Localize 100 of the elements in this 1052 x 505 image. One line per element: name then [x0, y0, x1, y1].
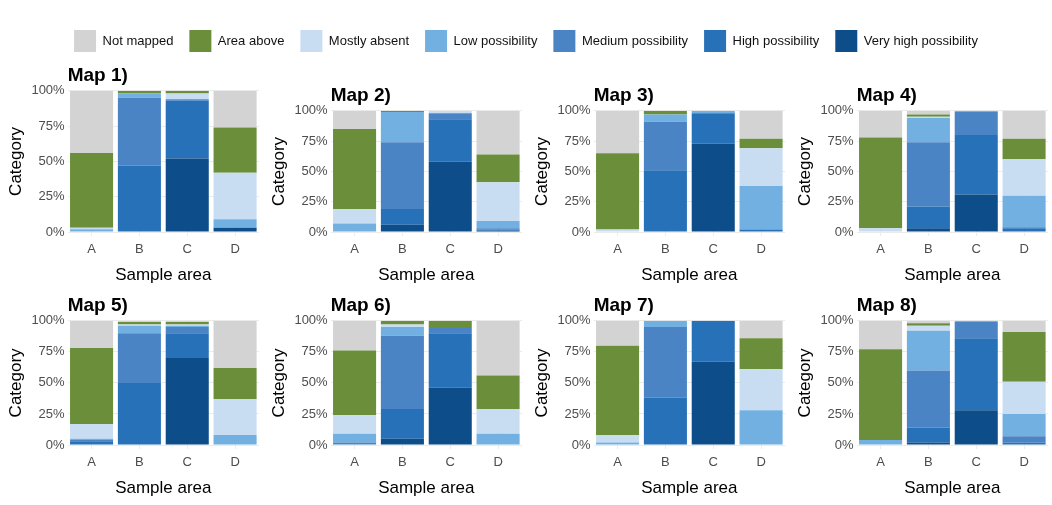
y-axis-title: Category: [5, 126, 25, 196]
y-tick-label: 100%: [557, 312, 592, 328]
chart-title: Map 6): [330, 293, 391, 315]
y-tick-label: 50%: [301, 374, 329, 390]
legend-label: Medium possibility: [581, 32, 689, 48]
x-tick-label: D: [1019, 454, 1029, 470]
x-tick-label: C: [182, 454, 192, 470]
legend-label: Low possibility: [453, 32, 538, 48]
chart-title: Map 7): [593, 293, 654, 315]
x-tick-label: D: [493, 241, 503, 257]
chart-title: Map 1): [67, 63, 128, 85]
y-tick-label: 25%: [38, 405, 66, 421]
y-tick-label: 0%: [308, 223, 329, 239]
legend-label: Mostly absent: [328, 32, 410, 48]
x-tick-label: B: [661, 454, 670, 470]
x-tick-label: D: [756, 454, 766, 470]
y-tick-label: 25%: [301, 193, 329, 209]
y-axis-title: Category: [531, 136, 551, 206]
y-tick-label: 25%: [38, 188, 66, 204]
x-axis-title: Sample area: [904, 265, 1002, 285]
x-tick-label: B: [398, 454, 407, 470]
y-tick-label: 0%: [571, 223, 592, 239]
y-tick-label: 50%: [827, 374, 855, 390]
x-tick-label: C: [708, 454, 718, 470]
legend-label: High possibility: [732, 32, 820, 48]
x-tick-label: A: [876, 241, 886, 257]
x-tick-label: B: [135, 454, 144, 470]
x-axis-title: Sample area: [641, 478, 739, 498]
y-axis-title: Category: [794, 136, 814, 206]
x-tick-label: A: [613, 241, 623, 257]
x-axis-title: Sample area: [378, 478, 476, 498]
y-tick-label: 50%: [38, 152, 66, 168]
y-tick-label: 100%: [294, 102, 329, 118]
x-tick-label: D: [230, 454, 240, 470]
chart-title: Map 3): [593, 83, 654, 105]
y-tick-label: 75%: [564, 132, 592, 148]
x-tick-label: A: [350, 454, 360, 470]
y-tick-label: 100%: [31, 82, 66, 98]
x-tick-label: A: [87, 241, 97, 257]
y-tick-label: 100%: [31, 312, 66, 328]
x-tick-label: C: [182, 241, 192, 257]
y-tick-label: 100%: [820, 102, 855, 118]
y-tick-label: 0%: [834, 223, 855, 239]
x-tick-label: B: [398, 241, 407, 257]
y-tick-label: 100%: [820, 312, 855, 328]
x-tick-label: A: [87, 454, 97, 470]
legend-label: Not mapped: [102, 32, 174, 48]
x-tick-label: A: [350, 241, 360, 257]
x-tick-label: B: [135, 241, 144, 257]
y-axis-title: Category: [5, 347, 25, 418]
x-tick-label: C: [708, 241, 718, 257]
y-tick-label: 0%: [45, 436, 66, 452]
y-axis-title: Category: [531, 347, 551, 418]
chart-title: Map 5): [67, 293, 128, 315]
y-tick-label: 50%: [301, 162, 329, 178]
y-tick-label: 75%: [301, 343, 329, 359]
y-axis-title: Category: [268, 347, 288, 418]
y-tick-label: 25%: [827, 405, 855, 421]
x-tick-label: C: [445, 241, 455, 257]
x-tick-label: C: [971, 241, 981, 257]
x-axis-title: Sample area: [904, 478, 1002, 498]
x-axis-title: Sample area: [641, 265, 739, 285]
y-tick-label: 50%: [564, 162, 592, 178]
x-tick-label: D: [493, 454, 503, 470]
chart-title: Map 8): [856, 293, 917, 315]
x-tick-label: D: [230, 241, 240, 257]
chart-title: Map 2): [330, 83, 391, 105]
y-tick-label: 25%: [564, 405, 592, 421]
y-tick-label: 25%: [564, 193, 592, 209]
y-tick-label: 0%: [834, 436, 855, 452]
x-tick-label: C: [971, 454, 981, 470]
y-tick-label: 75%: [38, 343, 66, 359]
x-tick-label: A: [876, 454, 886, 470]
y-tick-label: 0%: [45, 223, 66, 239]
x-tick-label: C: [445, 454, 455, 470]
legend-label: Area above: [217, 32, 285, 48]
y-tick-label: 100%: [557, 102, 592, 118]
y-tick-label: 75%: [301, 132, 329, 148]
y-tick-label: 50%: [38, 374, 66, 390]
x-tick-label: A: [613, 454, 623, 470]
y-tick-label: 100%: [294, 312, 329, 328]
y-tick-label: 75%: [827, 343, 855, 359]
y-tick-label: 25%: [301, 405, 329, 421]
x-axis-title: Sample area: [115, 265, 213, 285]
y-tick-label: 0%: [571, 436, 592, 452]
y-tick-label: 50%: [564, 374, 592, 390]
y-tick-label: 75%: [564, 343, 592, 359]
y-tick-label: 75%: [38, 117, 66, 133]
y-tick-label: 50%: [827, 162, 855, 178]
x-axis-title: Sample area: [115, 478, 213, 498]
y-tick-label: 0%: [308, 436, 329, 452]
y-axis-title: Category: [268, 136, 288, 206]
x-axis-title: Sample area: [378, 265, 476, 285]
x-tick-label: B: [924, 241, 933, 257]
y-axis-title: Category: [794, 347, 814, 418]
legend-label: Very high possibility: [863, 32, 979, 48]
y-tick-label: 75%: [827, 132, 855, 148]
x-tick-label: B: [661, 241, 670, 257]
x-tick-label: D: [1019, 241, 1029, 257]
y-tick-label: 25%: [827, 193, 855, 209]
